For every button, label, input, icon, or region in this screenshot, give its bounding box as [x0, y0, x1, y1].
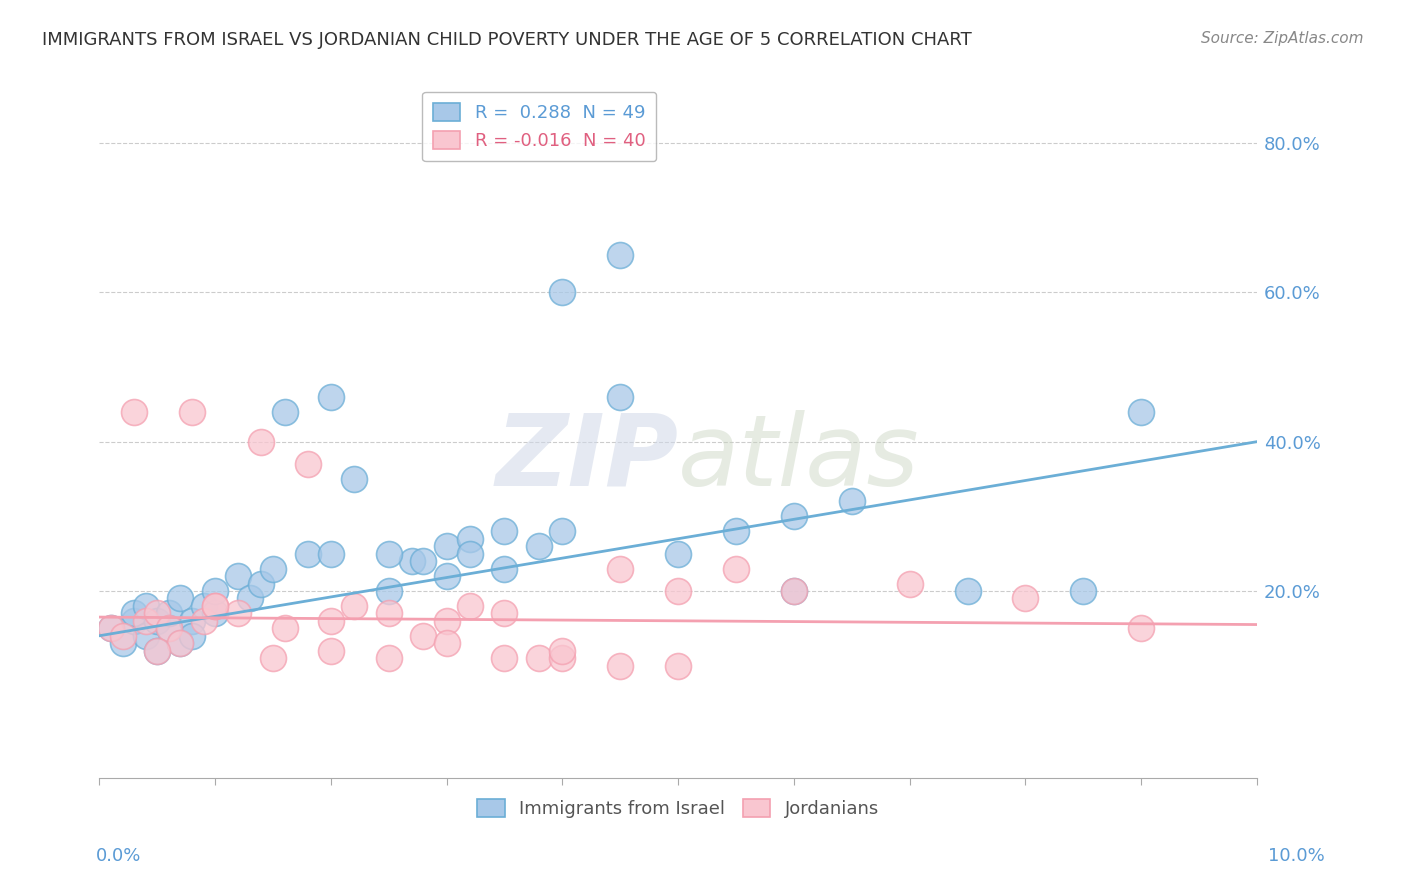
Point — [181, 629, 204, 643]
Point — [204, 584, 226, 599]
Point — [458, 532, 481, 546]
Point — [724, 561, 747, 575]
Point — [436, 636, 458, 650]
Point — [551, 524, 574, 539]
Point — [169, 591, 191, 606]
Point — [146, 643, 169, 657]
Point — [724, 524, 747, 539]
Point — [1014, 591, 1036, 606]
Point — [250, 576, 273, 591]
Point — [204, 599, 226, 613]
Point — [297, 547, 319, 561]
Point — [169, 636, 191, 650]
Point — [319, 390, 342, 404]
Point — [262, 651, 284, 665]
Point — [100, 621, 122, 635]
Point — [436, 569, 458, 583]
Point — [319, 643, 342, 657]
Text: IMMIGRANTS FROM ISRAEL VS JORDANIAN CHILD POVERTY UNDER THE AGE OF 5 CORRELATION: IMMIGRANTS FROM ISRAEL VS JORDANIAN CHIL… — [42, 31, 972, 49]
Point — [100, 621, 122, 635]
Point — [122, 614, 145, 628]
Legend: Immigrants from Israel, Jordanians: Immigrants from Israel, Jordanians — [470, 791, 886, 825]
Point — [204, 607, 226, 621]
Point — [239, 591, 262, 606]
Point — [458, 599, 481, 613]
Point — [494, 524, 516, 539]
Point — [898, 576, 921, 591]
Point — [783, 584, 806, 599]
Point — [262, 561, 284, 575]
Point — [412, 554, 434, 568]
Point — [436, 614, 458, 628]
Point — [1071, 584, 1094, 599]
Point — [609, 561, 631, 575]
Point — [319, 547, 342, 561]
Point — [193, 599, 215, 613]
Point — [146, 607, 169, 621]
Point — [343, 599, 366, 613]
Text: Source: ZipAtlas.com: Source: ZipAtlas.com — [1201, 31, 1364, 46]
Point — [226, 569, 249, 583]
Point — [551, 285, 574, 300]
Point — [956, 584, 979, 599]
Point — [273, 621, 295, 635]
Point — [297, 457, 319, 471]
Point — [181, 614, 204, 628]
Point — [783, 584, 806, 599]
Point — [377, 547, 399, 561]
Point — [193, 614, 215, 628]
Point — [1130, 405, 1153, 419]
Point — [551, 643, 574, 657]
Text: ZIP: ZIP — [495, 410, 678, 507]
Text: 10.0%: 10.0% — [1268, 847, 1324, 865]
Point — [250, 434, 273, 449]
Point — [226, 607, 249, 621]
Point — [146, 614, 169, 628]
Point — [343, 472, 366, 486]
Point — [135, 614, 157, 628]
Point — [204, 599, 226, 613]
Point — [666, 658, 689, 673]
Point — [494, 651, 516, 665]
Point — [494, 607, 516, 621]
Point — [111, 629, 134, 643]
Point — [609, 248, 631, 262]
Point — [319, 614, 342, 628]
Point — [529, 651, 551, 665]
Point — [551, 651, 574, 665]
Point — [135, 629, 157, 643]
Point — [666, 547, 689, 561]
Point — [841, 494, 863, 508]
Point — [181, 405, 204, 419]
Point — [157, 621, 180, 635]
Point — [146, 643, 169, 657]
Text: 0.0%: 0.0% — [96, 847, 141, 865]
Point — [169, 636, 191, 650]
Point — [1130, 621, 1153, 635]
Point — [401, 554, 423, 568]
Point — [135, 599, 157, 613]
Point — [122, 405, 145, 419]
Text: atlas: atlas — [678, 410, 920, 507]
Point — [157, 621, 180, 635]
Point — [377, 607, 399, 621]
Point — [377, 651, 399, 665]
Point — [609, 658, 631, 673]
Point — [609, 390, 631, 404]
Point — [783, 509, 806, 524]
Point — [157, 607, 180, 621]
Point — [494, 561, 516, 575]
Point — [529, 539, 551, 553]
Point — [273, 405, 295, 419]
Point — [377, 584, 399, 599]
Point — [436, 539, 458, 553]
Point — [412, 629, 434, 643]
Point — [666, 584, 689, 599]
Point — [111, 636, 134, 650]
Point — [458, 547, 481, 561]
Point — [122, 607, 145, 621]
